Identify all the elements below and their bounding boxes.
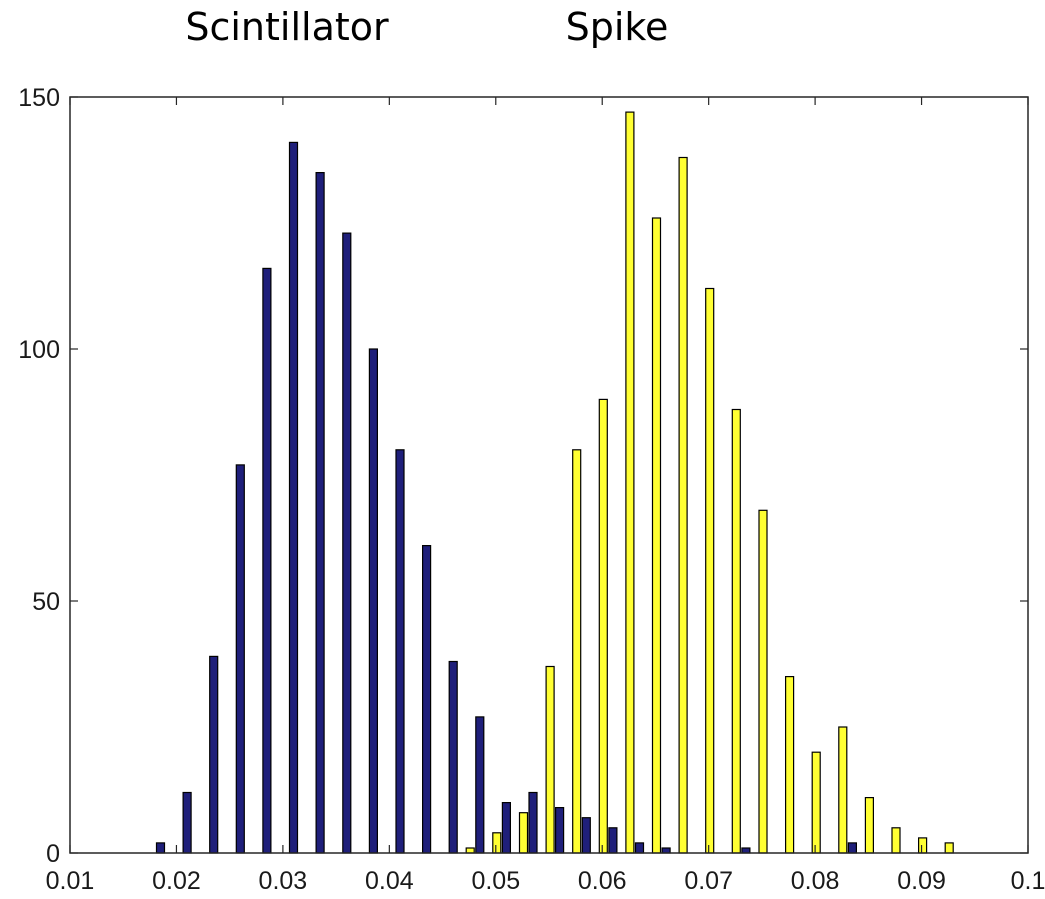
bar-series-0-11 [448,660,458,854]
bar-series-1-3 [545,665,555,854]
x-tick-label-4: 0.05 [471,867,520,895]
bar-series-1-7 [651,217,662,854]
bars-group [155,111,954,854]
bar-series-0-9 [395,449,405,854]
y-tick-label-3: 150 [18,84,60,112]
bar-series-1-13 [811,751,821,854]
scintillator-title: Scintillator [185,5,389,49]
ticks-group [69,96,1029,854]
y-tick-label-2: 100 [18,336,60,364]
bar-series-1-14 [838,726,848,854]
bar-series-0-15 [554,806,565,854]
bar-series-1-16 [891,827,901,854]
x-tick-label-1: 0.02 [152,867,201,895]
bar-series-1-18 [944,842,954,854]
x-tick-label-3: 0.04 [365,867,414,895]
plot-frame [69,96,1029,854]
bar-series-1-9 [705,287,715,854]
bar-series-1-15 [864,796,875,854]
bar-series-0-1 [182,791,192,854]
bar-series-1-2 [518,812,529,854]
bar-series-0-3 [235,464,245,854]
bar-series-1-12 [784,675,795,854]
bar-series-0-14 [528,791,538,854]
bar-series-1-4 [572,449,582,854]
x-tick-label-6: 0.07 [684,867,733,895]
bar-series-1-6 [625,111,635,854]
x-tick-label-5: 0.06 [578,867,627,895]
bar-series-0-2 [209,655,219,854]
x-tick-label-8: 0.09 [897,867,946,895]
y-tick-label-1: 50 [32,588,60,616]
bar-series-0-6 [315,172,325,854]
bar-series-0-7 [342,232,352,854]
bar-series-0-0 [155,842,166,854]
bar-series-0-4 [262,267,272,854]
bar-series-0-5 [288,141,299,854]
bar-series-0-13 [501,801,511,854]
bar-series-0-16 [581,817,591,854]
bar-series-0-26 [847,842,858,854]
x-tick-label-7: 0.08 [791,867,840,895]
bar-series-1-8 [678,156,688,854]
spike-title: Spike [566,5,669,49]
x-tick-label-0: 0.01 [46,867,95,895]
y-tick-label-0: 0 [46,840,60,868]
tick-labels-group: 0.01 0.02 0.03 0.04 0.05 0.06 0.07 0.08 0.09 0.1 0… [18,84,1045,895]
bar-series-0-12 [475,716,485,854]
bar-series-1-10 [731,408,741,854]
bar-series-0-18 [634,842,645,854]
x-tick-label-9: 0.1 [1011,867,1045,895]
x-tick-label-2: 0.03 [259,867,308,895]
bar-series-1-1 [492,832,502,854]
bar-series-1-11 [758,509,768,854]
bar-series-0-17 [608,827,618,854]
bar-series-0-8 [368,348,378,854]
bar-series-0-10 [422,544,432,854]
bar-series-1-5 [598,398,608,854]
bar-series-1-17 [917,837,928,854]
